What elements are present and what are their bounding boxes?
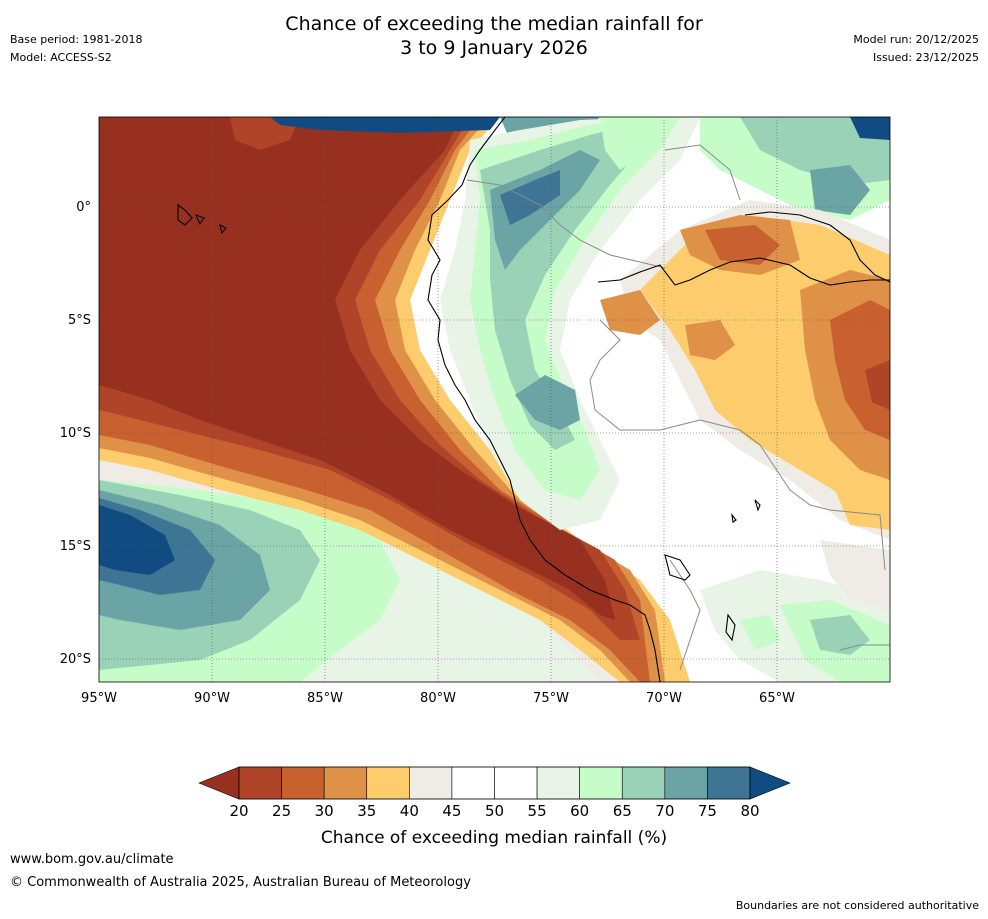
colorbar-tick-label: 20 — [229, 802, 248, 820]
colorbar-low-arrow — [198, 766, 240, 800]
colorbar-tick-label: 55 — [528, 802, 547, 820]
disclaimer: Boundaries are not considered authoritat… — [735, 899, 979, 912]
colorbar-swatch — [451, 766, 495, 800]
colorbar-swatch — [238, 766, 282, 800]
lon-label: 75°W — [533, 691, 569, 706]
colorbar-swatch — [579, 766, 623, 800]
graticule — [99, 117, 890, 682]
rainfall-probability-field — [99, 117, 890, 682]
map-title: Chance of exceeding the median rainfall … — [0, 12, 988, 60]
colorbar-tick-label: 60 — [570, 802, 589, 820]
colorbar-swatches — [238, 766, 751, 800]
model-info: Base period: 1981-2018 Model: ACCESS-S2 — [10, 31, 142, 67]
colorbar-tick-label: 45 — [442, 802, 461, 820]
website-link[interactable]: www.bom.gov.au/climate — [10, 852, 174, 867]
colorbar-tick-label: 80 — [740, 802, 759, 820]
coastline — [177, 117, 890, 682]
model-run: Model run: 20/12/2025 — [853, 33, 979, 46]
title-line-2: 3 to 9 January 2026 — [400, 37, 588, 59]
colorbar-tick-label: 25 — [272, 802, 291, 820]
title-line-1: Chance of exceeding the median rainfall … — [285, 13, 703, 35]
colorbar-tick-label: 70 — [655, 802, 674, 820]
lon-label: 90°W — [194, 691, 230, 706]
lat-label: 0° — [76, 200, 91, 215]
colorbar-tick-label: 75 — [698, 802, 717, 820]
base-period: Base period: 1981-2018 — [10, 33, 143, 46]
lat-label: 20°S — [60, 652, 91, 667]
colorbar-swatch — [707, 766, 751, 800]
colorbar-ticks: 20 25 30 35 40 45 50 55 60 65 70 75 80 — [229, 802, 759, 820]
colorbar-tick-label: 65 — [613, 802, 632, 820]
map-frame — [98, 116, 891, 683]
lat-label: 15°S — [60, 539, 91, 554]
colorbar-high-arrow — [749, 766, 791, 800]
lon-label: 70°W — [646, 691, 682, 706]
lon-label: 65°W — [759, 691, 795, 706]
colorbar-tick-label: 30 — [315, 802, 334, 820]
colorbar-swatch — [281, 766, 325, 800]
lat-label: 5°S — [68, 313, 91, 328]
issued-date: Issued: 23/12/2025 — [872, 51, 979, 64]
colorbar-tick-label: 50 — [485, 802, 504, 820]
colorbar-swatch — [664, 766, 708, 800]
colorbar-swatch — [409, 766, 453, 800]
axis-labels: 95°W 90°W 85°W 80°W 75°W 70°W 65°W 0° 5°… — [60, 200, 795, 706]
lat-label: 10°S — [60, 426, 91, 441]
colorbar-tick-label: 35 — [357, 802, 376, 820]
copyright: © Commonwealth of Australia 2025, Austra… — [10, 875, 471, 890]
lon-label: 80°W — [420, 691, 456, 706]
model-name: Model: ACCESS-S2 — [10, 51, 112, 64]
colorbar-swatch — [494, 766, 538, 800]
lon-label: 85°W — [307, 691, 343, 706]
colorbar: 20 25 30 35 40 45 50 55 60 65 70 75 80 Chance of exc… — [198, 766, 791, 848]
lon-label: 95°W — [81, 691, 117, 706]
colorbar-label: Chance of exceeding median rainfall (%) — [321, 828, 667, 848]
run-info: Model run: 20/12/2025 Issued: 23/12/2025 — [853, 31, 979, 67]
colorbar-swatch — [536, 766, 580, 800]
colorbar-swatch — [366, 766, 410, 800]
colorbar-tick-label: 40 — [400, 802, 419, 820]
colorbar-swatch — [323, 766, 368, 800]
colorbar-swatch — [621, 766, 666, 800]
